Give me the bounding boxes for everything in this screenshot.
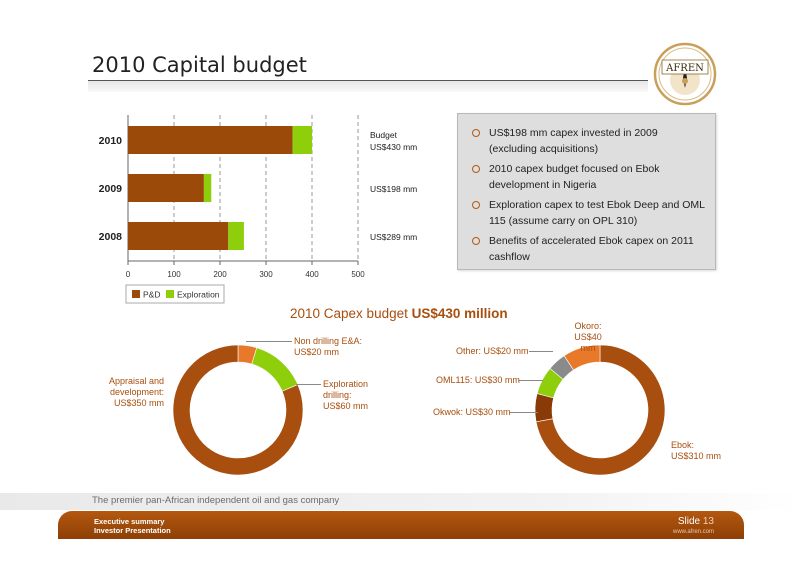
logo-text: AFREN <box>665 63 704 74</box>
title-rule <box>88 80 648 81</box>
bar-annotation: US$198 mm <box>370 184 417 194</box>
leader-line <box>510 412 538 413</box>
info-bullet: Exploration capex to test Ebok Deep and … <box>472 197 705 229</box>
leader-line <box>296 384 321 385</box>
bar-annotation: US$430 mm <box>370 142 417 152</box>
info-bullet: Benefits of accelerated Ebok capex on 20… <box>472 233 705 265</box>
donut-slice <box>535 344 666 476</box>
slice-label-okoro: Okoro: US$40 mm <box>574 321 602 353</box>
legend-swatch <box>132 290 140 298</box>
bullet-circle-icon <box>472 129 480 137</box>
slice-label-okwok: Okwok: US$30 mm <box>433 407 511 417</box>
info-bullet-text: Benefits of accelerated Ebok capex on 20… <box>489 235 694 263</box>
bullet-circle-icon <box>472 201 480 209</box>
tagline-band: The premier pan-African independent oil … <box>0 493 800 510</box>
afren-logo: AFREN <box>653 42 717 106</box>
info-bullet-list: US$198 mm capex invested in 2009 (exclud… <box>472 125 705 265</box>
slice-label-non-drilling: Non drilling E&A: US$20 mm <box>294 336 363 357</box>
leader-line <box>246 341 292 342</box>
slide-label: Slide <box>677 516 701 527</box>
info-bullet: US$198 mm capex invested in 2009 (exclud… <box>472 125 705 157</box>
slide-number-value: 13 <box>702 516 714 527</box>
slide-title: 2010 Capital budget <box>92 53 307 77</box>
category-label: 2008 <box>99 231 123 243</box>
slice-label-other: Other: US$20 mm <box>456 346 529 356</box>
title-band <box>88 81 648 92</box>
info-bullet-text: US$198 mm capex invested in 2009 (exclud… <box>489 127 658 155</box>
bullet-circle-icon <box>472 165 480 173</box>
legend-box <box>125 284 225 304</box>
category-label: 2010 <box>99 135 123 147</box>
legend-label: Exploration <box>177 290 220 300</box>
bar-segment <box>292 126 312 154</box>
x-tick-label: 200 <box>213 270 227 279</box>
bar-segment <box>128 174 204 202</box>
capex-heading-prefix: 2010 Capex budget <box>290 306 408 321</box>
bar-segment <box>203 174 212 202</box>
donut-slice <box>563 344 601 371</box>
info-bullet: 2010 capex budget focused on Ebok develo… <box>472 161 705 193</box>
leader-line <box>518 380 543 381</box>
info-box: US$198 mm capex invested in 2009 (exclud… <box>457 113 716 270</box>
x-tick-label: 300 <box>259 270 273 279</box>
bar-annotation: US$289 mm <box>370 232 417 242</box>
capex-heading-emphasis: US$430 million <box>411 306 508 321</box>
legend-swatch <box>166 290 174 298</box>
footer-section: Executive summary <box>94 517 165 526</box>
budget-bar-chart: 0 100 200 300 400 500 2010 Budget US$430 mm 2009 U… <box>99 115 417 304</box>
footer-bar: Executive summary Investor Presentation … <box>58 511 744 539</box>
slice-label-exploration-drilling: Exploration drilling: US$60 mm <box>323 379 369 411</box>
bar-annotation: Budget <box>370 130 398 140</box>
capex-heading: 2010 Capex budget US$430 million <box>290 306 508 321</box>
slice-label-ebok: Ebok: US$310 mm <box>671 440 722 461</box>
x-tick-label: 500 <box>351 270 365 279</box>
slide-number: Slide 13 <box>678 516 714 527</box>
footer-presentation: Investor Presentation <box>94 526 171 535</box>
category-label: 2009 <box>99 183 123 195</box>
bar-segment <box>128 222 229 250</box>
bar-segment <box>128 126 293 154</box>
legend-label: P&D <box>143 290 160 300</box>
slice-label-appraisal: Appraisal and development: US$350 mm <box>108 376 164 408</box>
bullet-circle-icon <box>472 237 480 245</box>
x-tick-label: 400 <box>305 270 319 279</box>
bar-segment <box>228 222 244 250</box>
leader-line <box>529 351 553 352</box>
info-bullet-text: 2010 capex budget focused on Ebok develo… <box>489 163 660 191</box>
donut-slice <box>251 347 299 392</box>
x-tick-label: 100 <box>167 270 181 279</box>
slice-label-oml115: OML115: US$30 mm <box>436 375 520 385</box>
donut-slice <box>534 393 554 423</box>
donut-slice <box>172 344 304 476</box>
capex-donut-chart <box>172 344 304 476</box>
tagline-text: The premier pan-African independent oil … <box>92 495 340 506</box>
footer-website: www.afren.com <box>672 529 714 535</box>
info-bullet-text: Exploration capex to test Ebok Deep and … <box>489 199 705 227</box>
development-donut-chart <box>534 344 666 476</box>
x-tick-label: 0 <box>126 270 131 279</box>
